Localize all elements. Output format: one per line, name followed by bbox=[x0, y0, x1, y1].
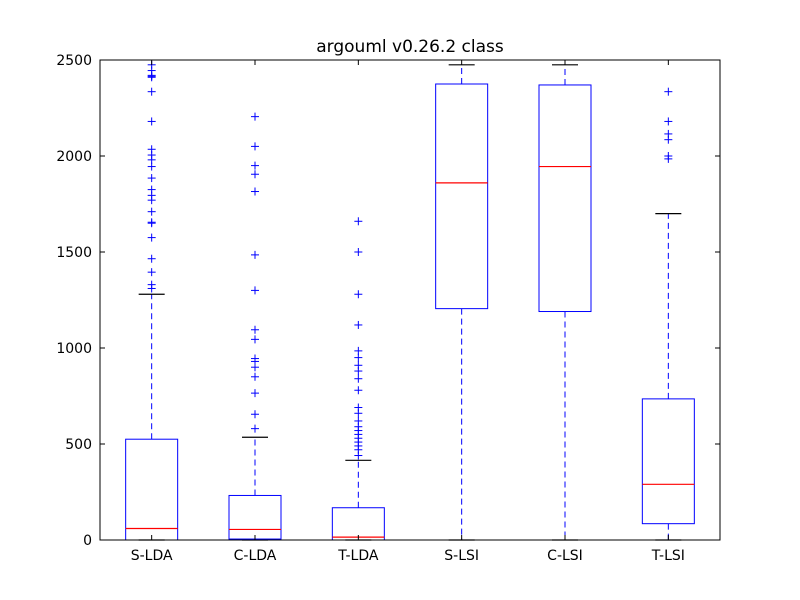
outlier-point bbox=[251, 161, 259, 170]
outlier-point bbox=[251, 389, 259, 398]
outlier-point bbox=[147, 254, 156, 263]
outlier-point bbox=[664, 117, 673, 126]
outlier-point bbox=[354, 320, 363, 329]
outlier-point bbox=[354, 217, 363, 226]
outlier-point bbox=[147, 117, 156, 126]
outlier-point bbox=[147, 280, 156, 289]
outlier-point bbox=[147, 218, 156, 227]
outlier-point bbox=[251, 170, 259, 179]
outlier-point bbox=[664, 87, 673, 96]
outlier-point bbox=[251, 250, 259, 259]
y-tick-label: 0 bbox=[83, 533, 92, 549]
plot-frame bbox=[99, 59, 721, 541]
x-tick-label-t-lda: T-LDA bbox=[337, 548, 379, 564]
x-tick-label-c-lsi: C-LSI bbox=[547, 548, 583, 564]
outlier-point bbox=[251, 325, 259, 334]
box-group-s-lda bbox=[125, 60, 179, 541]
box-s-lsi bbox=[435, 83, 489, 310]
y-tick-label: 1000 bbox=[56, 341, 92, 357]
outlier-point bbox=[147, 174, 156, 183]
outlier-point bbox=[147, 185, 156, 194]
chart-title: argouml v0.26.2 class bbox=[316, 37, 504, 57]
outlier-point bbox=[354, 374, 363, 383]
outlier-point bbox=[147, 162, 156, 171]
x-tick-label-s-lsi: S-LSI bbox=[444, 548, 479, 564]
x-tick-label-s-lda: S-LDA bbox=[131, 548, 173, 564]
outlier-point bbox=[251, 142, 259, 151]
outlier-point bbox=[354, 361, 363, 370]
box-c-lsi bbox=[538, 84, 592, 313]
outlier-point bbox=[354, 290, 363, 299]
outlier-point bbox=[354, 353, 363, 362]
outlier-point bbox=[354, 403, 363, 412]
x-tick-label-c-lda: C-LDA bbox=[234, 548, 277, 564]
x-tick-label-t-lsi: T-LSI bbox=[651, 548, 685, 564]
outlier-point bbox=[251, 372, 259, 381]
y-tick-label: 2000 bbox=[56, 149, 92, 165]
outlier-point bbox=[664, 152, 673, 160]
outlier-point bbox=[147, 87, 156, 96]
outlier-point bbox=[251, 112, 259, 121]
box-t-lsi bbox=[641, 398, 695, 525]
outlier-point bbox=[664, 129, 673, 138]
outlier-point bbox=[251, 286, 259, 295]
outlier-point bbox=[251, 424, 259, 433]
outlier-point bbox=[147, 145, 156, 154]
y-tick-label: 1500 bbox=[56, 245, 92, 261]
outlier-point bbox=[251, 335, 259, 344]
outlier-point bbox=[354, 416, 363, 425]
outlier-point bbox=[251, 354, 259, 363]
outlier-point bbox=[147, 233, 156, 242]
axes: S-LDA C-LDA T-LDA S-LSI C-LSI T-LSI 0 500 1000 15… bbox=[56, 53, 720, 564]
y-tick-label: 500 bbox=[65, 437, 92, 453]
outlier-point bbox=[147, 268, 156, 277]
outlier-point bbox=[354, 386, 363, 395]
box-group-t-lsi bbox=[641, 87, 695, 541]
outlier-point bbox=[147, 207, 156, 216]
y-tick-label: 2500 bbox=[56, 53, 92, 69]
outlier-point bbox=[354, 248, 363, 256]
outlier-point bbox=[251, 187, 259, 196]
outlier-point bbox=[354, 346, 363, 355]
outlier-point bbox=[251, 410, 259, 419]
